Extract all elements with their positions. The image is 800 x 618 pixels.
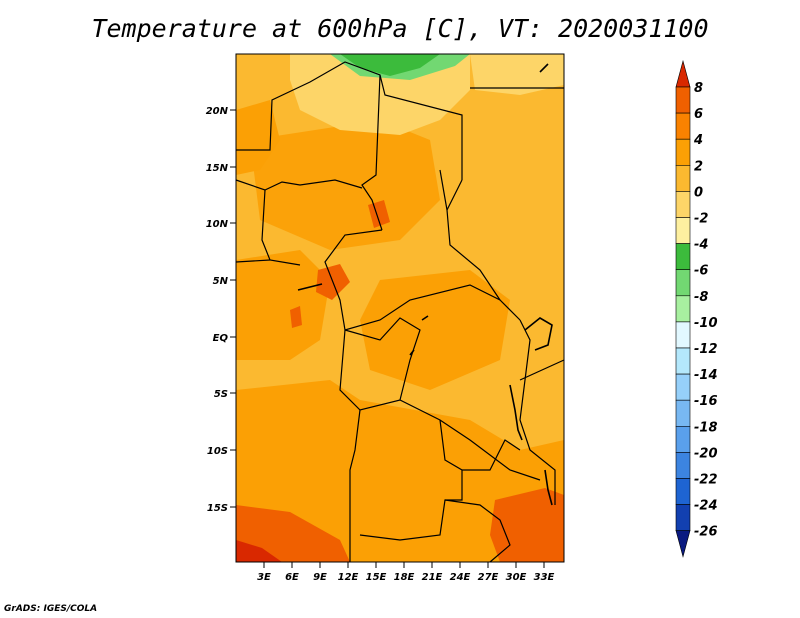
grads-credit: GrADS: IGES/COLA <box>4 604 98 614</box>
colorbar-label: -2 <box>694 212 708 227</box>
lon-axis: 3E 6E 9E 12E 15E 18E 21E 24E 27E 30E 33E <box>257 562 555 583</box>
hot-zone-nigeria <box>368 200 390 228</box>
colorbar-segment <box>675 295 691 323</box>
colorbar-label: -26 <box>694 525 718 540</box>
warm-zone-north-center <box>250 120 440 250</box>
colorbar-segment <box>675 191 691 218</box>
lat-axis: 20N 15N 10N 5N EQ 5S 10S 15S <box>206 106 236 514</box>
colorbar-segment <box>675 425 691 453</box>
colorbar-segment <box>675 138 691 166</box>
lon-tick-label: 21E <box>422 572 443 583</box>
lon-tick-label: 33E <box>534 572 555 583</box>
colorbar-upper-arrow <box>675 59 691 88</box>
colorbar-segment <box>675 399 691 427</box>
colorbar-label: -6 <box>694 264 708 279</box>
country-borders <box>235 61 565 563</box>
lakes-and-coastlines <box>297 63 553 506</box>
lon-tick-label: 18E <box>394 572 415 583</box>
colorbar-segment <box>675 165 691 192</box>
colorbar-label: -4 <box>694 238 708 253</box>
lon-tick-label: 15E <box>366 572 387 583</box>
colorbar-label: -14 <box>694 368 718 383</box>
colorbar-segment <box>675 269 691 297</box>
lat-tick-label: EQ <box>213 333 229 344</box>
colorbar-segment <box>675 504 691 532</box>
hot-zone-coast <box>290 306 302 328</box>
lon-tick-label: 12E <box>338 572 359 583</box>
lon-tick-label: 24E <box>450 572 471 583</box>
colorbar-label: 2 <box>694 159 703 174</box>
lon-tick-label: 27E <box>478 572 499 583</box>
colorbar-segment <box>675 217 691 244</box>
colorbar-label: 6 <box>694 107 703 122</box>
lon-tick-label: 6E <box>285 572 299 583</box>
colorbar-segment <box>675 243 691 271</box>
colorbar-label: -12 <box>694 342 718 357</box>
colorbar-segment <box>675 86 691 114</box>
warm-zone-south <box>236 380 564 562</box>
hot-zone-southwest <box>236 505 350 562</box>
lat-tick-label: 15S <box>207 503 228 514</box>
lon-tick-label: 30E <box>506 572 527 583</box>
lat-tick-label: 10N <box>206 219 229 230</box>
plot-frame <box>235 53 565 563</box>
cool-zone-northeast <box>470 54 564 95</box>
colorbar-label: -16 <box>694 394 718 409</box>
hot-zone-southeast <box>490 488 564 562</box>
colorbar-label: -20 <box>694 446 718 461</box>
colorbar-lower-arrow <box>675 530 691 558</box>
warm-zone-central <box>360 270 510 390</box>
colorbar-label: -24 <box>694 499 718 514</box>
temperature-field <box>236 54 564 562</box>
lat-tick-label: 5S <box>214 389 228 400</box>
colorbar-label: -8 <box>694 290 708 305</box>
colorbar-label: 0 <box>694 185 703 200</box>
lat-tick-label: 10S <box>207 446 228 457</box>
chart-title: Temperature at 600hPa [C], VT: 202003110… <box>91 14 709 43</box>
colorbar-label: -18 <box>694 420 718 435</box>
lat-tick-label: 5N <box>213 276 229 287</box>
colorbar-label: -22 <box>694 473 718 488</box>
warm-zone-northwest <box>236 100 280 175</box>
lat-tick-label: 20N <box>206 106 229 117</box>
colorbar-label: -10 <box>694 316 718 331</box>
colorbar-label: 8 <box>694 81 703 96</box>
cold-zone-north <box>340 54 440 76</box>
colorbar-segment <box>675 373 691 401</box>
lon-tick-label: 9E <box>313 572 327 583</box>
colorbar: 8 6 4 2 0 -2 -4 -6 -8 -10 -12 -14 -16 -18 -20 -22 -24 -26 <box>675 59 718 558</box>
warm-zone-west <box>236 250 330 360</box>
colorbar-label: 4 <box>693 133 703 148</box>
colorbar-segment <box>675 112 691 140</box>
lon-tick-label: 3E <box>257 572 271 583</box>
colorbar-segment <box>675 321 691 349</box>
colorbar-segment <box>675 478 691 505</box>
hot-zone-southwest-core <box>236 540 282 562</box>
colorbar-segment <box>675 452 691 479</box>
lat-tick-label: 15N <box>206 163 229 174</box>
colorbar-segment <box>675 347 691 375</box>
